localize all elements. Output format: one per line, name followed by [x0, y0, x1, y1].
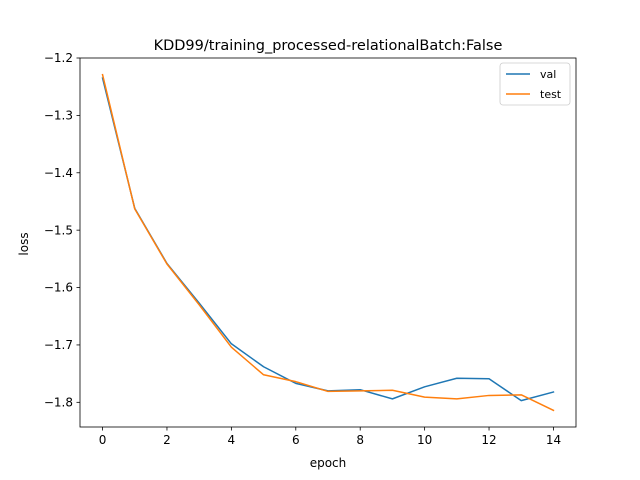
x-tick-label: 10 [417, 433, 432, 447]
series-line-test [101, 73, 555, 412]
y-tick-label: −1.8 [44, 396, 73, 410]
x-tick-label: 0 [99, 433, 107, 447]
y-axis-label: loss [17, 232, 31, 255]
chart-title: KDD99/training_processed-relationalBatch… [154, 38, 503, 54]
y-tick-label: −1.4 [44, 166, 73, 180]
x-axis-label: epoch [310, 456, 347, 470]
x-tick-label: 12 [481, 433, 496, 447]
legend-label-val: val [540, 68, 556, 81]
x-tick-label: 2 [163, 433, 171, 447]
x-tick-label: 8 [356, 433, 364, 447]
axes-frame [79, 57, 577, 428]
x-tick-label: 14 [546, 433, 561, 447]
x-tick-label: 4 [228, 433, 236, 447]
y-axis-ticks: −1.2 −1.3 −1.4 −1.5 −1.6 −1.7 −1.8 [44, 51, 80, 410]
series-lines [101, 73, 555, 412]
y-tick-label: −1.2 [44, 51, 73, 65]
legend-label-test: test [540, 88, 562, 101]
y-tick-label: −1.5 [44, 223, 73, 237]
legend: val test [499, 62, 571, 106]
x-axis-ticks: 0 2 4 6 8 10 12 14 [99, 427, 561, 447]
y-tick-label: −1.7 [44, 338, 73, 352]
y-tick-label: −1.3 [44, 109, 73, 123]
y-tick-label: −1.6 [44, 281, 73, 295]
x-tick-label: 6 [292, 433, 300, 447]
